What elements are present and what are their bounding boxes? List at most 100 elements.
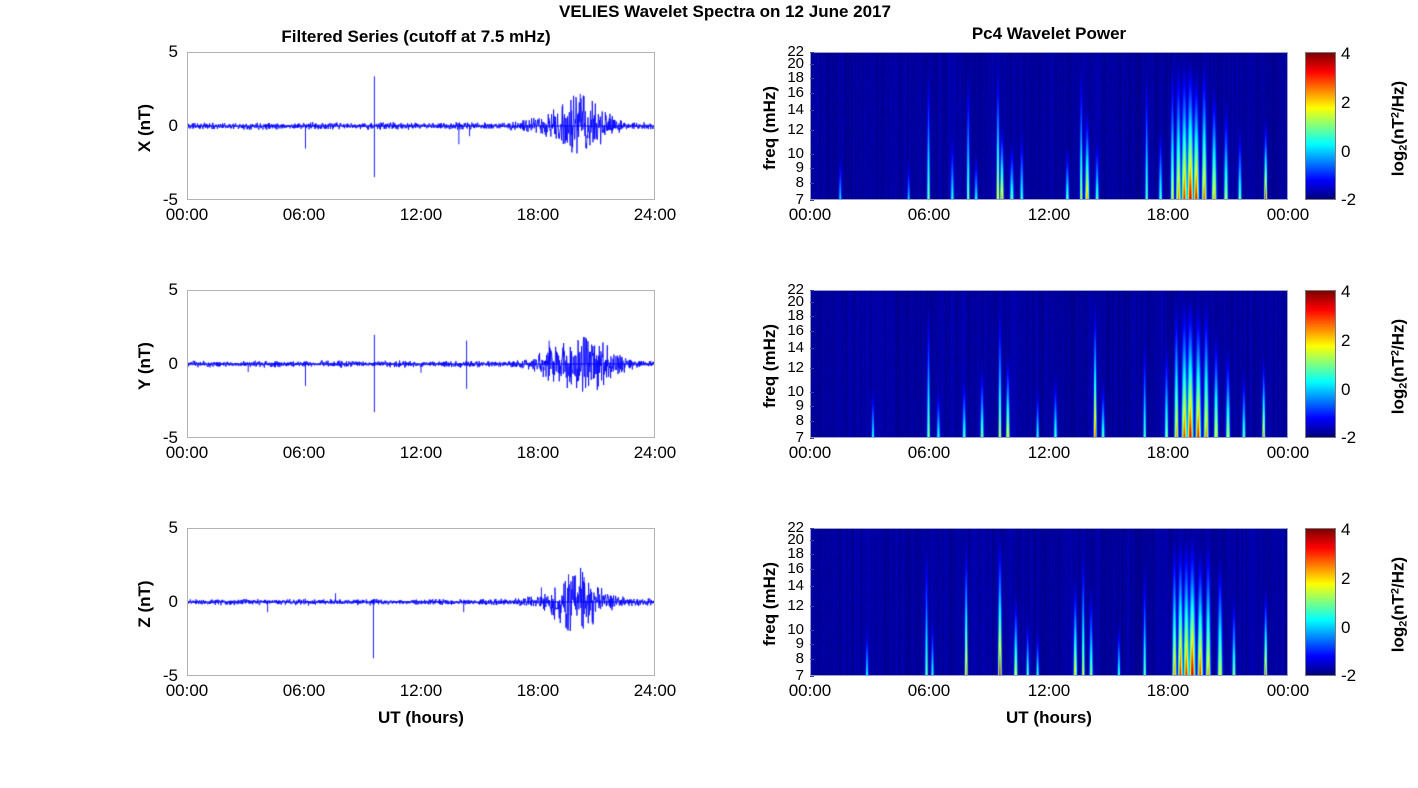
colorbar-canvas-y: [1306, 291, 1335, 437]
xtick-sp-z-0: 00:00: [788, 681, 832, 700]
xtick-ts-z-4: 24:00: [633, 681, 677, 700]
xtick-sp-x-3: 18:00: [1146, 205, 1190, 224]
cbartick-z-3: -2: [1341, 666, 1357, 685]
colorbar-label-pre: log: [1388, 150, 1408, 177]
spectrogram-ytick-y-4: 14: [787, 339, 804, 357]
colorbar-label-sup: 2: [1389, 112, 1402, 119]
colorbar-label-sup: 2: [1389, 588, 1402, 595]
cbartick-y-1: 2: [1341, 331, 1351, 350]
colorbar-label-sub: 2: [1397, 144, 1410, 151]
spectrogram-ytick-y-6: 10: [787, 382, 804, 400]
colorbar-label-y: log2(nT2/Hz): [1389, 287, 1410, 447]
ytick-ts-x-0: 5: [168, 42, 178, 61]
colorbar-label-sup: 2: [1389, 350, 1402, 357]
ytick-ts-y-1: 0: [168, 354, 178, 373]
spectrogram-canvas-x: [811, 53, 1287, 199]
spectrogram-ytickmark-y-7: [810, 406, 814, 407]
spectrogram-ytick-x-4: 14: [787, 101, 804, 119]
spectrogram-ytick-y-0: 22: [787, 281, 804, 298]
spectrogram-ytick-y-3: 16: [787, 322, 804, 340]
spectrogram-ytick-x-6: 10: [787, 144, 804, 162]
xtick-sp-z-2: 12:00: [1027, 681, 1071, 700]
spectrogram-ytickmark-y-8: [810, 421, 814, 422]
spectrogram-ytickmark-z-2: [810, 554, 814, 555]
spectrogram-ytickmark-y-9: [810, 438, 814, 439]
spectrogram-ytickmark-z-9: [810, 676, 814, 677]
spectrogram-ytickmark-x-7: [810, 168, 814, 169]
spectrogram-ytick-z-4: 14: [787, 577, 804, 595]
spectrogram-ytickmark-y-2: [810, 316, 814, 317]
spectrogram-ytickmark-z-6: [810, 630, 814, 631]
cbartick-y-3: -2: [1341, 428, 1357, 447]
spectrogram-ytick-x-9: 7: [795, 191, 804, 208]
colorbar-label-z: log2(nT2/Hz): [1389, 525, 1410, 685]
colorbar-label-post: /Hz): [1388, 556, 1408, 588]
cbartick-z-2: 0: [1341, 618, 1351, 637]
xtick-sp-x-0: 00:00: [788, 205, 832, 224]
colorbar-canvas-x: [1306, 53, 1335, 199]
colorbar-label-pre: log: [1388, 626, 1408, 653]
spectrogram-ytickmark-x-2: [810, 78, 814, 79]
xtick-sp-z-4: 00:00: [1266, 681, 1310, 700]
xtick-ts-z-2: 12:00: [399, 681, 443, 700]
xtick-sp-z-1: 06:00: [907, 681, 951, 700]
spectrogram-ytick-x-7: 9: [795, 158, 804, 176]
spectrogram-ytick-z-6: 10: [787, 620, 804, 638]
spectrogram-ytickmark-x-6: [810, 154, 814, 155]
cbartick-x-3: -2: [1341, 190, 1357, 209]
spectrogram-axes-z: [810, 528, 1288, 676]
xtick-ts-y-2: 12:00: [399, 443, 443, 462]
cbartick-x-1: 2: [1341, 93, 1351, 112]
spectrogram-canvas-y: [811, 291, 1287, 437]
colorbar-label-mid: (nT: [1388, 356, 1408, 383]
spectrogram-ytick-z-0: 22: [787, 519, 804, 536]
cbartick-x-0: 4: [1341, 44, 1351, 63]
cbartick-y-0: 4: [1341, 282, 1351, 301]
cbartick-y-2: 0: [1341, 380, 1351, 399]
spectrogram-ytick-z-2: 18: [787, 544, 804, 562]
xtick-sp-y-4: 00:00: [1266, 443, 1310, 462]
ytick-ts-y-2: -5: [162, 428, 178, 447]
xtick-sp-y-1: 06:00: [907, 443, 951, 462]
spectrogram-ytickmark-x-4: [810, 110, 814, 111]
spectrogram-ytickmark-x-0: [810, 52, 814, 53]
xtick-sp-z-3: 18:00: [1146, 681, 1190, 700]
xtick-ts-x-0: 00:00: [165, 205, 209, 224]
spectrogram-ytickmark-y-0: [810, 290, 814, 291]
colorbar-label-x: log2(nT2/Hz): [1389, 49, 1410, 209]
colorbar-label-mid: (nT: [1388, 594, 1408, 621]
spectrogram-ytickmark-z-0: [810, 528, 814, 529]
ytick-ts-z-1: 0: [168, 592, 178, 611]
xtick-sp-x-4: 00:00: [1266, 205, 1310, 224]
xtick-ts-x-3: 18:00: [516, 205, 560, 224]
spectrogram-ytick-y-8: 8: [795, 411, 804, 429]
xtick-ts-y-1: 06:00: [282, 443, 326, 462]
spectrogram-ytick-z-5: 12: [787, 597, 804, 615]
xtick-sp-y-2: 12:00: [1027, 443, 1071, 462]
ytick-ts-z-0: 5: [168, 518, 178, 537]
spectrogram-ytick-z-7: 9: [795, 634, 804, 652]
spectrogram-ytick-z-8: 8: [795, 649, 804, 667]
spectrogram-ytick-x-5: 12: [787, 121, 804, 139]
spectrogram-ytickmark-x-1: [810, 64, 814, 65]
ytick-ts-x-1: 0: [168, 116, 178, 135]
colorbar-label-sub: 2: [1397, 620, 1410, 627]
spectrogram-ytickmark-y-5: [810, 368, 814, 369]
spectrogram-ytick-y-1: 20: [787, 293, 804, 311]
xtick-ts-x-2: 12:00: [399, 205, 443, 224]
timeseries-canvas-x: [188, 53, 654, 199]
colorbar-label-sub: 2: [1397, 382, 1410, 389]
xtick-sp-y-0: 00:00: [788, 443, 832, 462]
spectrogram-ytickmark-y-3: [810, 331, 814, 332]
spectrogram-ytickmark-x-3: [810, 93, 814, 94]
xtick-ts-y-0: 00:00: [165, 443, 209, 462]
colorbar-canvas-z: [1306, 529, 1335, 675]
xlabel-left: UT (hours): [378, 708, 464, 727]
spectrogram-ytickmark-z-5: [810, 606, 814, 607]
timeseries-canvas-y: [188, 291, 654, 437]
spectrogram-ytick-z-3: 16: [787, 560, 804, 578]
xtick-ts-x-4: 24:00: [633, 205, 677, 224]
timeseries-canvas-z: [188, 529, 654, 675]
spectrogram-ytick-x-3: 16: [787, 84, 804, 102]
